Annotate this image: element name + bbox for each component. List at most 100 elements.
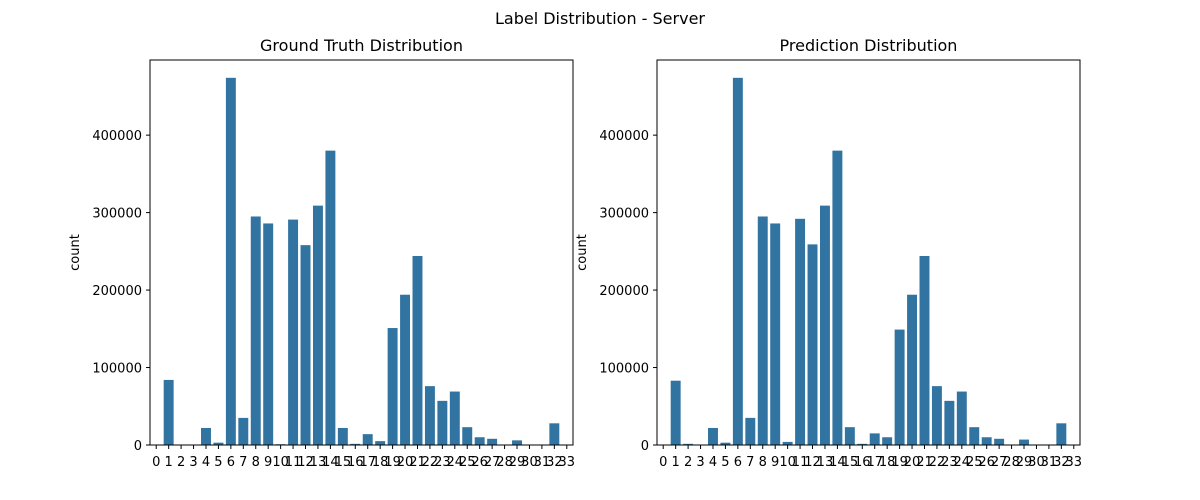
bar-4 [201, 427, 211, 445]
x-tick-label: 2 [684, 455, 692, 470]
bar-8 [250, 216, 261, 445]
bar-29 [1019, 439, 1029, 445]
bar-14 [832, 150, 843, 445]
x-tick-label: 4 [202, 455, 210, 470]
x-tick-label: 12 [804, 455, 821, 470]
bar-26 [981, 437, 992, 445]
x-tick-label: 3 [696, 455, 704, 470]
bar-22 [931, 386, 942, 445]
x-tick-label: 29 [509, 455, 526, 470]
x-tick-label: 33 [1066, 455, 1083, 470]
prediction-chart: 0 1 2 3 4 5 6 7 8 9 101112131415161718192021222324… [575, 36, 1082, 470]
x-tick-label: 32 [546, 455, 563, 470]
x-tick-label: 25 [966, 455, 983, 470]
x-tick-label: 13 [310, 455, 327, 470]
bar-21 [412, 255, 423, 445]
bar-24 [449, 391, 460, 445]
y-tick-label: 100000 [599, 362, 649, 377]
bar-21 [919, 255, 930, 445]
bar-5 [213, 442, 224, 445]
bar-2 [683, 443, 694, 445]
bar-19 [894, 329, 905, 445]
x-tick-label: 13 [817, 455, 834, 470]
x-tick-label: 2 [177, 455, 185, 470]
x-tick-label: 25 [459, 455, 476, 470]
x-tick-label: 20 [397, 455, 414, 470]
bar-24 [956, 391, 967, 445]
x-tick-label: 14 [322, 455, 339, 470]
x-tick-label: 16 [854, 455, 871, 470]
x-tick-label: 16 [347, 455, 364, 470]
x-tick-label: 21 [409, 455, 426, 470]
bar-11 [288, 219, 299, 445]
y-axis-label: count [575, 234, 590, 271]
bar-7 [745, 417, 756, 445]
x-tick-label: 27 [991, 455, 1008, 470]
bar-22 [424, 386, 435, 445]
y-tick-label: 200000 [92, 284, 142, 299]
y-tick-label: 400000 [599, 129, 649, 144]
bar-15 [844, 427, 855, 445]
x-tick-label: 15 [335, 455, 352, 470]
y-tick-label: 100000 [92, 362, 142, 377]
bar-10 [782, 441, 793, 445]
x-tick-label: 28 [1003, 455, 1020, 470]
x-tick-label: 3 [189, 455, 197, 470]
x-tick-label: 7 [239, 455, 247, 470]
bar-27 [994, 438, 1005, 445]
bar-25 [462, 427, 473, 445]
y-tick-label: 400000 [92, 129, 142, 144]
x-tick-label: 23 [941, 455, 958, 470]
bar-1 [163, 379, 174, 445]
bar-18 [882, 437, 893, 445]
bar-16 [350, 443, 361, 445]
x-tick-label: 1 [672, 455, 680, 470]
x-tick-label: 24 [447, 455, 464, 470]
x-tick-label: 8 [759, 455, 767, 470]
bar-13 [312, 205, 323, 445]
bar-11 [795, 218, 806, 445]
x-tick-label: 33 [559, 455, 576, 470]
bar-20 [907, 294, 918, 445]
x-tick-label: 0 [659, 455, 667, 470]
bar-1 [670, 380, 681, 445]
bar-19 [387, 328, 398, 445]
x-tick-label: 11 [285, 455, 302, 470]
bar-17 [362, 434, 373, 445]
x-tick-label: 14 [829, 455, 846, 470]
bar-27 [487, 438, 498, 445]
x-tick-label: 1 [165, 455, 173, 470]
bar-8 [757, 216, 768, 445]
x-tick-label: 5 [721, 455, 729, 470]
x-tick-label: 17 [866, 455, 883, 470]
bar-17 [869, 433, 880, 445]
bar-15 [337, 427, 348, 445]
x-tick-label: 7 [746, 455, 754, 470]
x-tick-label: 21 [916, 455, 933, 470]
y-tick-label: 0 [641, 439, 649, 454]
x-tick-label: 5 [214, 455, 222, 470]
bar-9 [770, 223, 781, 445]
y-tick-label: 300000 [92, 207, 142, 222]
bar-23 [437, 400, 448, 445]
x-tick-label: 20 [904, 455, 921, 470]
x-tick-label: 32 [1053, 455, 1070, 470]
y-tick-label: 200000 [599, 284, 649, 299]
x-tick-label: 4 [709, 455, 717, 470]
bar-5 [720, 442, 731, 445]
bar-6 [732, 77, 743, 445]
x-tick-label: 28 [496, 455, 513, 470]
x-tick-label: 10 [779, 455, 796, 470]
bar-9 [263, 223, 274, 445]
bar-18 [375, 441, 386, 445]
bar-29 [512, 440, 522, 445]
bar-23 [944, 400, 955, 445]
y-tick-label: 300000 [599, 207, 649, 222]
y-axis-label: count [68, 234, 83, 271]
bar-16 [857, 443, 868, 445]
x-tick-label: 31 [534, 455, 551, 470]
x-tick-label: 15 [842, 455, 859, 470]
chart-title: Ground Truth Distribution [260, 36, 463, 55]
x-tick-label: 8 [252, 455, 260, 470]
